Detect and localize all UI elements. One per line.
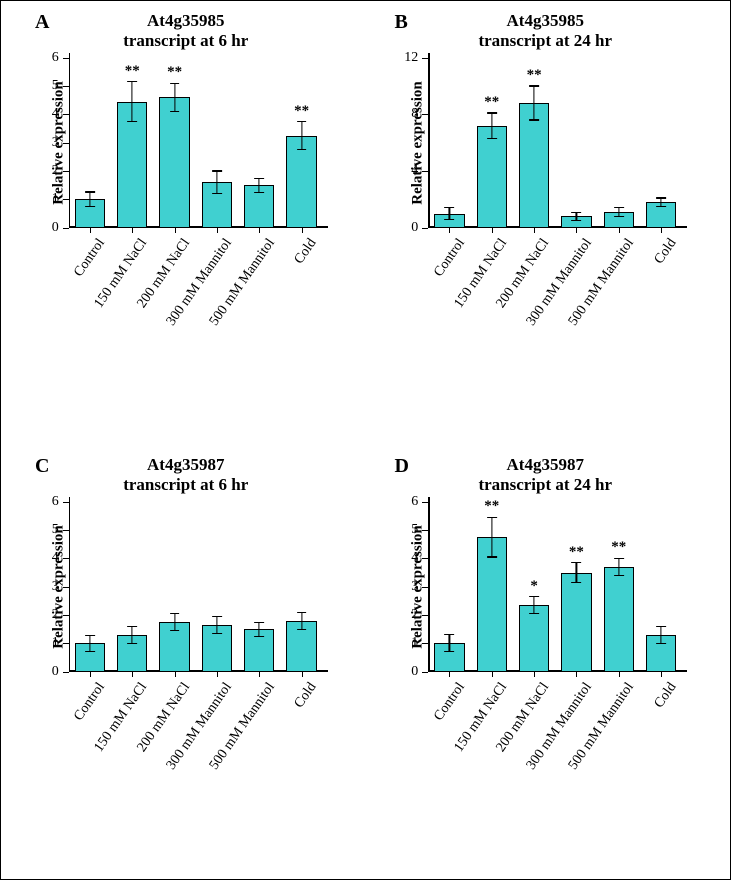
y-tick-label: 4	[411, 550, 418, 566]
y-tick-label: 2	[411, 607, 418, 623]
bar	[604, 567, 634, 672]
bar	[519, 103, 549, 228]
axes: Relative expression0123456*******	[428, 502, 682, 672]
bar	[159, 97, 189, 227]
x-labels: Control150 mM NaCl200 mM NaCl300 mM Mann…	[428, 672, 682, 802]
x-tick-label: Control	[71, 236, 109, 280]
panel-letter: D	[395, 455, 409, 478]
y-tick-label: 6	[52, 50, 59, 66]
significance-marker: **	[484, 94, 499, 111]
x-tick-label: Cold	[292, 680, 321, 711]
plot-area: Relative expression0123456*******Control…	[371, 496, 721, 869]
plot-area: Relative expression0123456Control150 mM …	[11, 496, 361, 869]
y-tick-label: 4	[52, 106, 59, 122]
y-axis-label: Relative expression	[410, 81, 427, 204]
y-tick-label: 5	[52, 78, 59, 94]
y-tick-label: 3	[52, 135, 59, 151]
significance-marker: **	[569, 544, 584, 561]
significance-marker: **	[484, 498, 499, 515]
bar	[477, 126, 507, 228]
y-tick-label: 4	[52, 550, 59, 566]
y-tick-label: 2	[52, 163, 59, 179]
x-tick-label: Control	[431, 680, 469, 724]
y-tick-label: 6	[411, 494, 418, 510]
panel-D: DAt4g35987transcript at 24 hrRelative ex…	[371, 455, 721, 869]
y-tick-label: 6	[52, 494, 59, 510]
y-tick-label: 3	[411, 579, 418, 595]
panel-letter: B	[395, 11, 408, 34]
axes: Relative expression0123456	[69, 502, 323, 672]
significance-marker: **	[611, 539, 626, 556]
panel-letter: A	[35, 11, 49, 34]
x-tick-label: Cold	[651, 236, 680, 267]
panel-letter: C	[35, 455, 49, 478]
axes: Relative expression0123456******	[69, 58, 323, 228]
significance-marker: **	[294, 103, 309, 120]
chart-title: At4g35987transcript at 24 hr	[478, 455, 612, 496]
x-tick-label: Control	[431, 236, 469, 280]
plot-area: Relative expression 0 4 8 12 ** ** Control150 m…	[371, 52, 721, 425]
y-tick-label: 2	[52, 607, 59, 623]
y-tick-label: 1	[52, 191, 59, 207]
x-tick-label: Control	[71, 680, 109, 724]
bar	[519, 605, 549, 672]
y-tick-label: 0	[52, 664, 59, 680]
y-tick-label: 5	[52, 522, 59, 538]
significance-marker: **	[125, 63, 140, 80]
x-labels: Control150 mM NaCl200 mM NaCl300 mM Mann…	[69, 228, 323, 358]
y-tick-label: 4	[411, 163, 418, 179]
x-tick-label: Cold	[651, 680, 680, 711]
chart-title: At4g35985transcript at 6 hr	[123, 11, 248, 52]
panel-B: BAt4g35985transcript at 24 hrRelative ex…	[371, 11, 721, 425]
significance-marker: **	[167, 64, 182, 81]
x-labels: Control150 mM NaCl200 mM NaCl300 mM Mann…	[69, 672, 323, 802]
y-tick-label: 0	[411, 664, 418, 680]
bar	[561, 573, 591, 672]
panel-A: AAt4g35985transcript at 6 hrRelative exp…	[11, 11, 361, 425]
y-tick-label: 1	[52, 635, 59, 651]
panel-C: CAt4g35987transcript at 6 hrRelative exp…	[11, 455, 361, 869]
plot-area: Relative expression0123456******Control1…	[11, 52, 361, 425]
significance-marker: *	[530, 578, 538, 595]
y-tick-label: 1	[411, 635, 418, 651]
y-tick-label: 5	[411, 522, 418, 538]
y-tick-label: 0	[52, 220, 59, 236]
axes: Relative expression04812****	[428, 58, 682, 228]
chart-title: At4g35987transcript at 6 hr	[123, 455, 248, 496]
significance-marker: **	[527, 67, 542, 84]
y-tick-label: 12	[404, 50, 418, 66]
y-tick-label: 3	[52, 579, 59, 595]
x-tick-label: Cold	[292, 236, 321, 267]
y-tick-label: 8	[411, 106, 418, 122]
x-labels: Control150 mM NaCl200 mM NaCl300 mM Mann…	[428, 228, 682, 358]
chart-title: At4g35985transcript at 24 hr	[478, 11, 612, 52]
figure-grid: A At4g35985transcript at 6 hr Relative exp…	[0, 0, 731, 880]
y-tick-label: 0	[411, 220, 418, 236]
